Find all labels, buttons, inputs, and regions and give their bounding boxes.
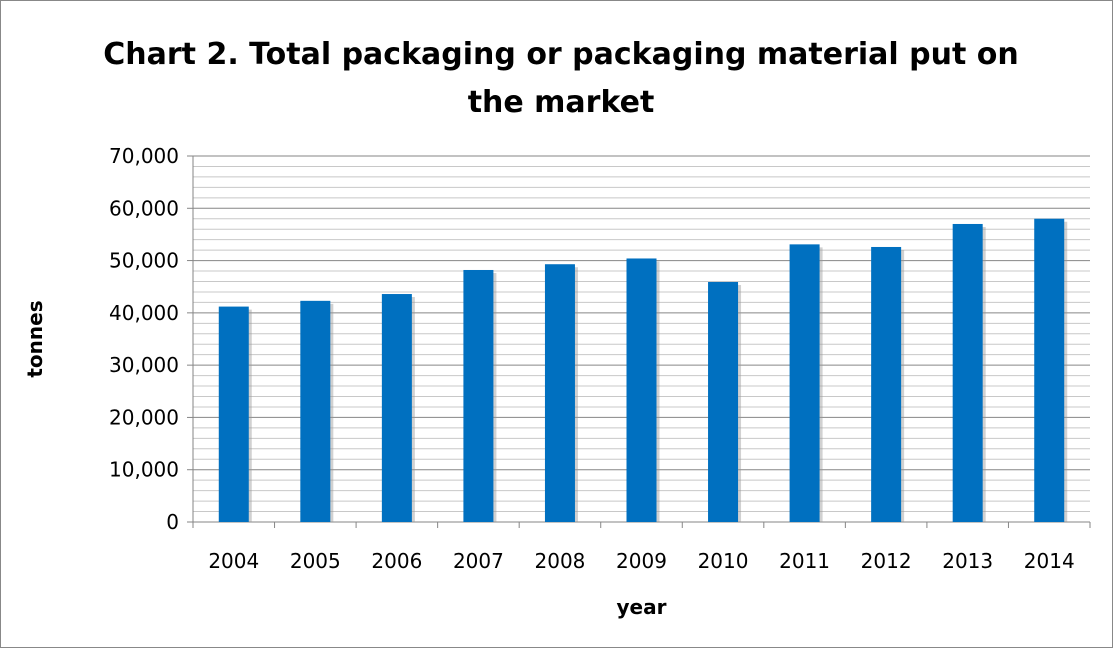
x-tick-label: 2009	[616, 549, 667, 573]
x-tick-label: 2011	[779, 549, 830, 573]
y-tick-label: 10,000	[109, 458, 179, 482]
y-tick-label: 60,000	[109, 196, 179, 220]
y-tick-label: 40,000	[109, 301, 179, 325]
bar	[381, 294, 412, 522]
x-tick-label: 2014	[1024, 549, 1075, 573]
chart-title: Chart 2. Total packaging or packaging ma…	[103, 37, 1019, 120]
x-tick-label: 2012	[861, 549, 912, 573]
bar	[708, 282, 739, 522]
y-axis-title: tonnes	[23, 300, 47, 377]
bar	[544, 264, 575, 522]
bar	[871, 246, 902, 522]
bar	[626, 258, 657, 522]
bar	[218, 306, 249, 522]
x-tick-label: 2006	[371, 549, 422, 573]
y-tick-label: 70,000	[109, 144, 179, 168]
y-tick-label: 0	[166, 510, 179, 534]
bar	[789, 244, 820, 522]
bar	[1034, 218, 1065, 522]
bar	[300, 300, 331, 522]
bar	[952, 223, 983, 522]
x-tick-label: 2004	[208, 549, 259, 573]
x-tick-label: 2013	[942, 549, 993, 573]
x-tick-label: 2007	[453, 549, 504, 573]
bar	[463, 269, 494, 522]
x-axis-title: year	[617, 595, 667, 619]
y-tick-label: 30,000	[109, 353, 179, 377]
y-tick-labels: 0 10,000 20,000 30,000 40,000 50,000 60,000 70,…	[109, 144, 179, 534]
x-tick-label: 2010	[698, 549, 749, 573]
x-tick-label: 2005	[290, 549, 341, 573]
x-tick-labels: 2004 2005 2006 2007 2008 2009 2010 2011 2012 2013…	[208, 549, 1074, 573]
y-tick-label: 20,000	[109, 405, 179, 429]
bars	[218, 218, 1068, 522]
x-tick-label: 2008	[535, 549, 586, 573]
y-tick-label: 50,000	[109, 249, 179, 273]
